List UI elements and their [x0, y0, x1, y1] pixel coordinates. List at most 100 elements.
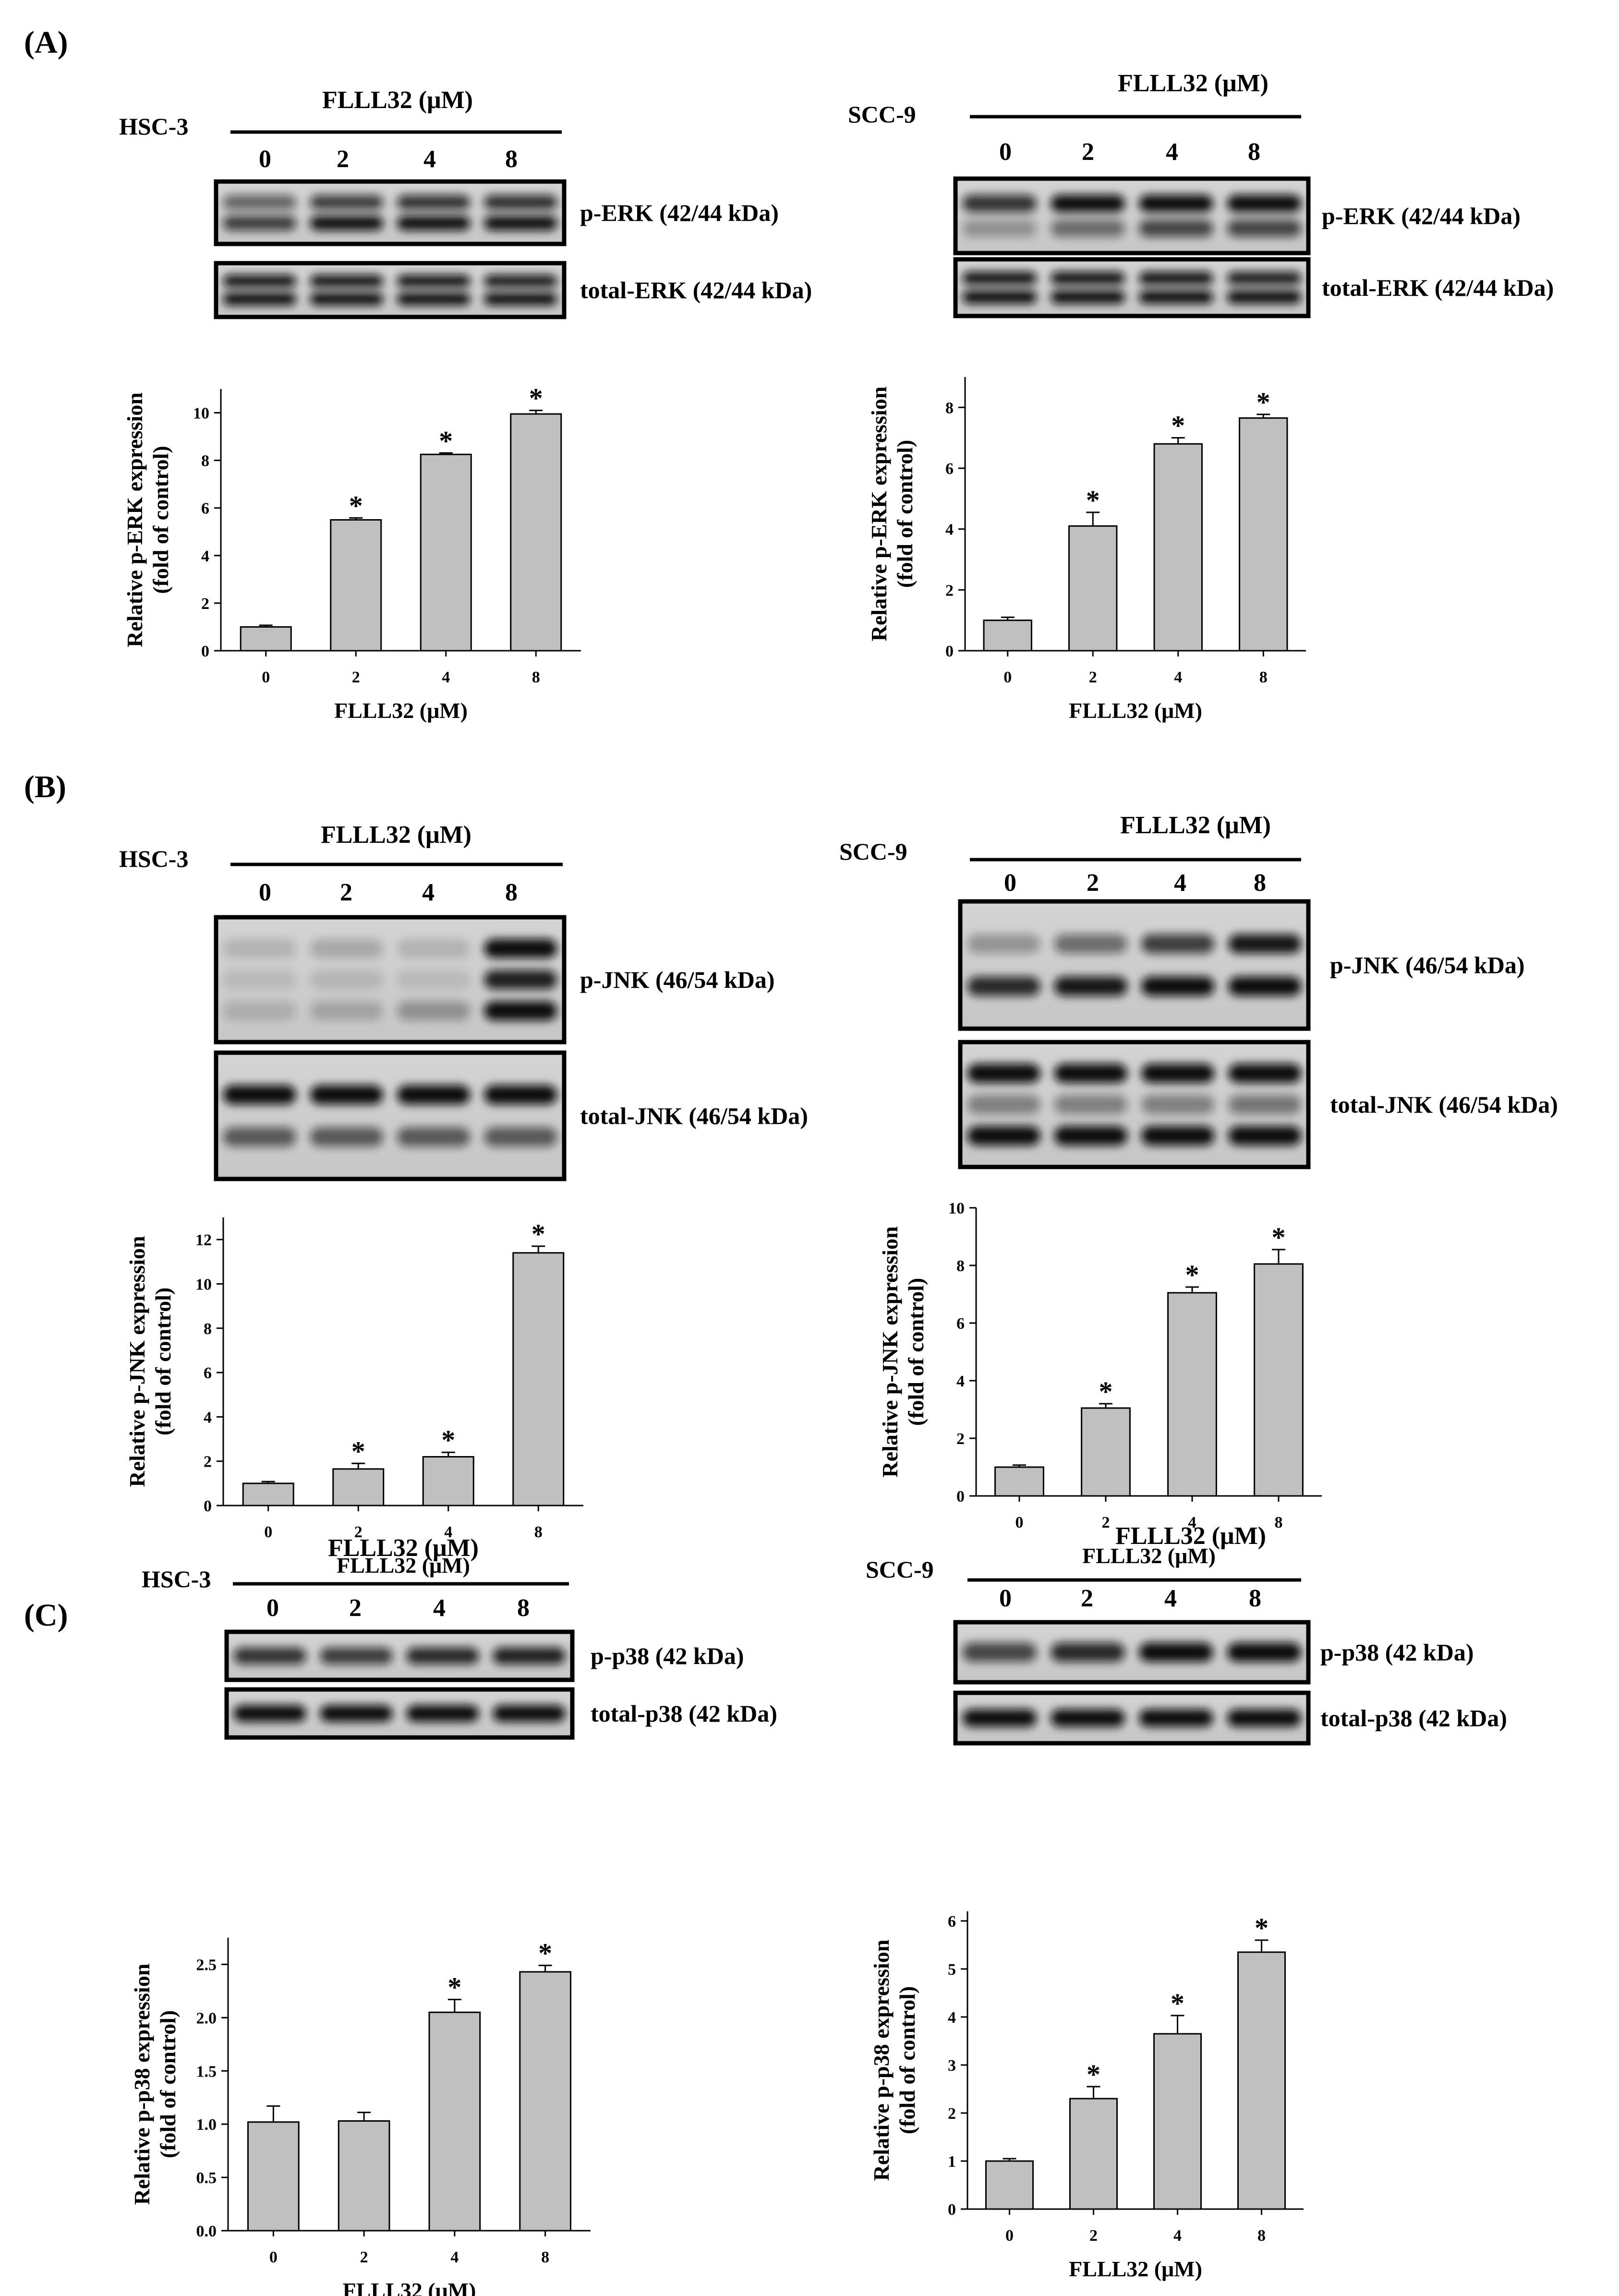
blot-image	[953, 176, 1311, 255]
lane-label: 4	[423, 146, 436, 173]
blot-image	[953, 1620, 1311, 1685]
section-label: (C)	[24, 1598, 68, 1633]
bar-chart: 0 2 4 6 8 10 0 * 2 * 4 * 8 FLLL32 (μM) Relative p-ERK …	[122, 383, 581, 723]
blot-band	[1228, 934, 1302, 954]
lane-label: 0	[999, 1585, 1012, 1612]
bar	[242, 1482, 294, 1506]
blot-frame	[214, 179, 567, 246]
lane-label: 0	[999, 138, 1012, 166]
lane-label: 8	[1254, 869, 1266, 897]
blot-band	[1141, 1095, 1215, 1114]
bar	[1081, 1407, 1131, 1497]
blot-band	[967, 934, 1040, 954]
blot-band	[1051, 271, 1125, 285]
y-tick-label: 10	[948, 1200, 965, 1217]
blot-image	[214, 915, 567, 1045]
y-tick-label: 1.5	[196, 2063, 217, 2080]
x-tick-label: 4	[442, 668, 450, 686]
bar	[422, 1456, 474, 1506]
treatment-header: FLLL32 (μM)	[322, 86, 473, 114]
lane-label: 8	[517, 1594, 530, 1622]
y-tick-label: 6	[948, 1913, 956, 1931]
y-axis-title: Relative p-ERK expression(fold of contro…	[867, 387, 917, 642]
blot-band	[962, 290, 1037, 304]
bar	[338, 2120, 390, 2232]
blot-band	[310, 939, 383, 958]
bar	[332, 1468, 385, 1506]
blot-band	[223, 1001, 296, 1020]
blot-band	[1051, 1642, 1125, 1662]
x-tick-label: 4	[1174, 668, 1182, 686]
blot-image	[953, 1690, 1311, 1746]
panel-scc-9: SCC-9 FLLL32 (μM) 0 2 4 8 p-p38 (42 kDa) total-…	[866, 1522, 1507, 2281]
blot-band	[310, 275, 383, 288]
bar-chart: 0 2 4 6 8 10 12 0 * 2 * 4 * 8 FLLL32 (μM) Relative p-JN…	[125, 1217, 583, 1578]
blot-band	[1227, 1709, 1302, 1727]
x-axis-title: FLLL32 (μM)	[1069, 698, 1202, 723]
lane-label: 4	[433, 1594, 446, 1622]
y-tick-label: 10	[195, 1276, 212, 1293]
y-tick-label: 0	[948, 2201, 956, 2219]
blot-band	[1227, 219, 1302, 237]
y-tick-label: 0	[204, 1497, 212, 1515]
blot-band	[397, 970, 471, 989]
blot-band	[1051, 219, 1125, 237]
blot-band	[1141, 1126, 1215, 1145]
blot-band	[397, 1001, 471, 1020]
band-label: total-JNK (46/54 kDa)	[1330, 1091, 1558, 1118]
band-label: total-p38 (42 kDa)	[1320, 1705, 1507, 1732]
x-tick-label: 4	[450, 2248, 459, 2266]
y-tick-label: 0	[945, 643, 954, 660]
band-label: total-ERK (42/44 kDa)	[1322, 274, 1554, 301]
blot-band	[1051, 290, 1125, 304]
x-axis-title: FLLL32 (μM)	[343, 2278, 476, 2296]
y-tick-label: 0.5	[196, 2169, 217, 2187]
blot-band	[1228, 1126, 1302, 1145]
blot-band	[1054, 976, 1127, 996]
band-label: p-JNK (46/54 kDa)	[580, 966, 775, 993]
y-tick-label: 0	[201, 643, 209, 660]
blot-image	[958, 899, 1311, 1031]
bar	[519, 1971, 571, 2232]
blot-band	[1139, 290, 1213, 304]
bar	[428, 2011, 481, 2232]
y-tick-label: 3	[948, 2057, 956, 2075]
y-axis-title: Relative p-ERK expression(fold of contro…	[122, 392, 173, 647]
blot-band	[233, 1647, 306, 1664]
blot-frame	[214, 1050, 567, 1181]
blot-band	[1051, 1709, 1125, 1727]
y-tick-label: 4	[945, 521, 954, 539]
x-tick-label: 0	[262, 668, 270, 686]
blot-band	[310, 1085, 383, 1105]
blot-band	[484, 1127, 557, 1147]
blot-band	[962, 219, 1037, 237]
blot-band	[223, 275, 296, 288]
lane-label: 0	[259, 146, 271, 173]
y-tick-label: 2	[201, 595, 209, 613]
blot-band	[484, 939, 557, 958]
significance-marker: *	[349, 490, 363, 522]
significance-marker: *	[532, 1218, 545, 1250]
y-axis-title: Relative p-JNK expression(fold of contro…	[878, 1226, 928, 1477]
band-label: p-ERK (42/44 kDa)	[1322, 203, 1521, 230]
blot-band	[484, 292, 557, 305]
blot-image	[214, 179, 567, 246]
blot-band	[310, 292, 383, 305]
y-tick-label: 1	[948, 2153, 956, 2171]
blot-band	[310, 1001, 383, 1020]
blot-image	[953, 257, 1311, 318]
lane-label: 2	[337, 146, 349, 173]
significance-marker: *	[1171, 410, 1185, 441]
y-tick-label: 2	[945, 582, 954, 599]
blot-band	[223, 1127, 296, 1147]
blot-band	[223, 216, 296, 231]
panel-hsc-3: HSC-3 FLLL32 (μM) 0 2 4 8 p-ERK (42/44 kDa) tot…	[119, 86, 812, 723]
cell-line-label: SCC-9	[866, 1556, 934, 1583]
band-label: p-ERK (42/44 kDa)	[580, 199, 779, 226]
cell-line-label: HSC-3	[119, 113, 188, 140]
y-tick-label: 2.0	[196, 2009, 217, 2027]
blot-band	[1227, 1642, 1302, 1662]
lane-label: 2	[340, 879, 352, 906]
cell-line-label: HSC-3	[142, 1566, 211, 1592]
lane-label: 0	[259, 879, 271, 906]
